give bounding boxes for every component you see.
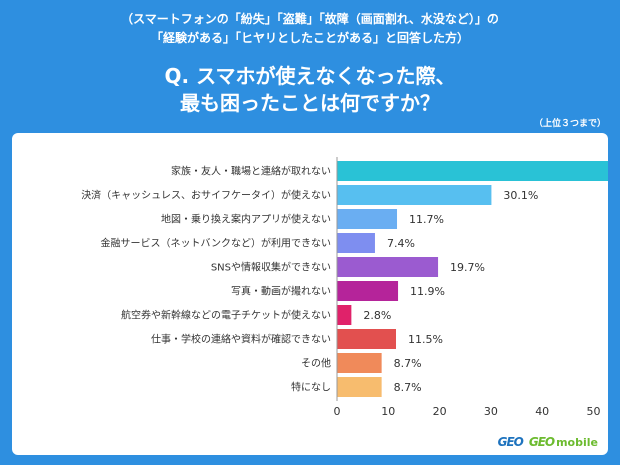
value-label: 8.7% (394, 381, 422, 394)
question-title: Q. スマホが使えなくなった際、 最も困ったことは何ですか？ (0, 63, 620, 117)
bar (337, 209, 398, 229)
geo-mobile-mark: GEO (528, 435, 555, 449)
category-label: 特になし (291, 382, 331, 394)
logos: GEO GEO mobile (498, 435, 598, 449)
geo-mobile-text: mobile (556, 436, 598, 449)
category-label: SNSや情報収集ができない (211, 261, 331, 274)
category-label: 金融サービス（ネットバンクなど）が利用できない (101, 237, 332, 250)
category-label: 家族・友人・職場と連絡が取れない (171, 165, 331, 178)
bar (337, 281, 399, 301)
bar (337, 377, 382, 397)
value-label: 11.5% (408, 333, 443, 346)
geo-logo: GEO (497, 435, 524, 449)
bar (337, 353, 382, 373)
bar (337, 185, 492, 205)
x-tick-label: 50 (587, 405, 601, 418)
category-label: 航空券や新幹線などの電子チケットが使えない (121, 309, 331, 322)
value-label: 11.9% (410, 285, 445, 298)
x-tick-label: 10 (381, 405, 395, 418)
value-label: 2.8% (363, 309, 391, 322)
answer-limit-note: （上位３つまで） (533, 119, 606, 129)
question-line-2: 最も困ったことは何ですか？ (180, 91, 440, 115)
survey-condition: （スマートフォンの「紛失」「盗難」「故障（画面割れ、水没など）」の 「経験がある… (0, 10, 620, 48)
x-tick-label: 40 (535, 405, 549, 418)
question-line-1: Q. スマホが使えなくなった際、 (164, 64, 456, 88)
value-label: 19.7% (450, 261, 485, 274)
x-tick-label: 20 (433, 405, 447, 418)
bar (337, 329, 396, 349)
category-label: 地図・乗り換え案内アプリが使えない (161, 213, 331, 226)
value-label: 7.4% (387, 237, 415, 250)
chart-panel: 家族・友人・職場と連絡が取れない66%決済（キャッシュレス、おサイフケータイ）が… (12, 133, 608, 455)
subtitle-line-1: （スマートフォンの「紛失」「盗難」「故障（画面割れ、水没など）」の (121, 12, 499, 26)
bar (337, 257, 439, 277)
bar (337, 233, 375, 253)
category-label: 写真・動画が撮れない (231, 285, 331, 298)
category-label: 決済（キャッシュレス、おサイフケータイ）が使えない (81, 189, 331, 202)
category-label: その他 (301, 357, 331, 370)
geo-mobile-logo: GEO mobile (529, 435, 598, 449)
bar-chart: 家族・友人・職場と連絡が取れない66%決済（キャッシュレス、おサイフケータイ）が… (81, 157, 608, 418)
value-label: 8.7% (394, 357, 422, 370)
category-label: 仕事・学校の連絡や資料が確認できない (151, 333, 331, 346)
subtitle-line-2: 「経験がある」「ヒヤリとしたことがある」と回答した方） (150, 31, 469, 45)
value-label: 30.1% (503, 189, 538, 202)
bar (337, 161, 608, 181)
bar (337, 305, 352, 325)
x-tick-label: 30 (484, 405, 498, 418)
x-tick-label: 0 (334, 405, 341, 418)
value-label: 11.7% (409, 213, 444, 226)
